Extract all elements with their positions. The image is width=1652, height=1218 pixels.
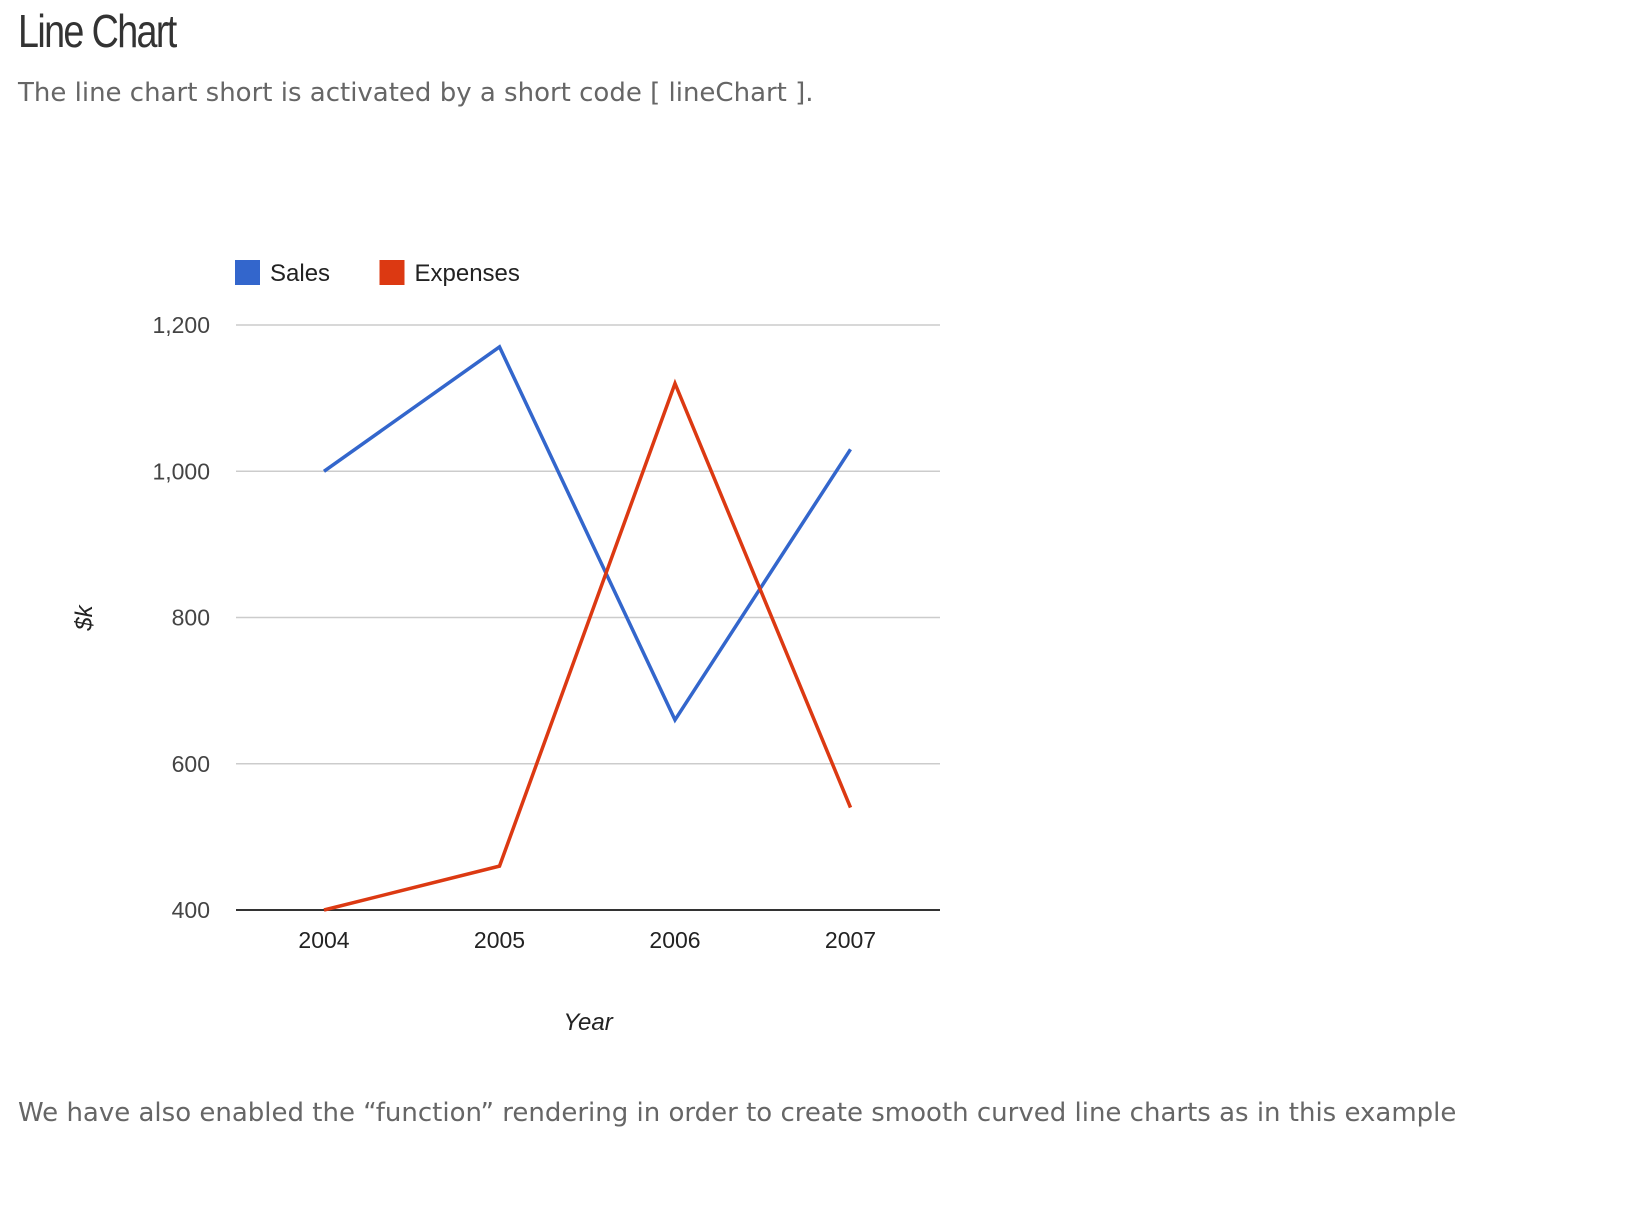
line-chart: Sales Expenses 400 600 800 1,000 1,200 2004 20…: [0, 230, 1000, 1060]
legend-swatch-sales: [235, 260, 260, 285]
x-tick-label: 2005: [474, 927, 525, 953]
series-line-expenses: [323, 378, 853, 912]
y-tick-label: 1,000: [152, 458, 210, 484]
x-axis-ticks: 2004 2005 2006 2007: [298, 927, 876, 953]
chart-series: [322, 344, 853, 912]
y-tick-label: 1,200: [152, 312, 210, 338]
chart-gridlines: [236, 324, 940, 911]
x-tick-label: 2007: [825, 927, 876, 953]
chart-legend: Sales Expenses: [235, 260, 520, 287]
intro-text: The line chart short is activated by a s…: [18, 78, 814, 108]
x-tick-label: 2004: [298, 927, 349, 953]
y-tick-label: 400: [172, 897, 210, 923]
legend-label-sales: Sales: [270, 260, 330, 287]
outro-text: We have also enabled the “function” rend…: [18, 1098, 1457, 1128]
y-axis-title: $k: [71, 603, 98, 631]
x-axis-title: Year: [563, 1009, 613, 1036]
page-title: Line Chart: [18, 5, 177, 57]
legend-swatch-expenses: [379, 260, 405, 285]
series-line-sales: [322, 344, 852, 724]
x-tick-label: 2006: [649, 927, 700, 953]
y-tick-label: 600: [172, 751, 210, 777]
y-axis-ticks: 400 600 800 1,000 1,200: [152, 312, 210, 923]
legend-label-expenses: Expenses: [415, 260, 520, 287]
y-tick-label: 800: [172, 605, 210, 631]
